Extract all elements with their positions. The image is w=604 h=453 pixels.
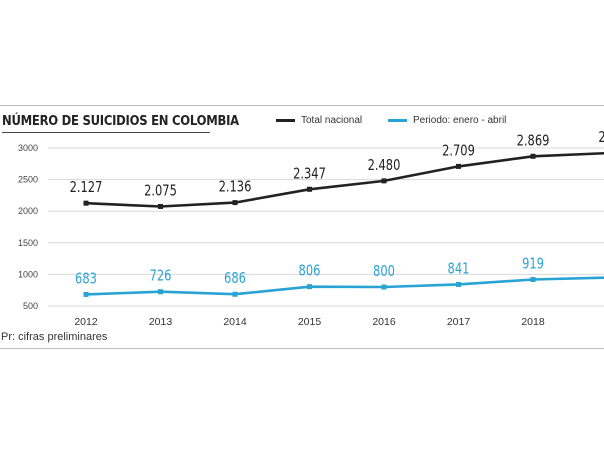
data-point — [158, 289, 163, 295]
data-label: 2.075 — [144, 183, 177, 200]
data-label: 2.347 — [293, 165, 326, 182]
chart-plot: 3000 2500 2000 1500 1000 500 2012 2013 2014 2015 2… — [18, 129, 604, 328]
data-label: 800 — [373, 263, 395, 280]
legend-label-total: Total nacional — [301, 115, 363, 126]
data-point — [307, 186, 312, 192]
data-point — [83, 200, 89, 206]
x-tick-label: 2012 — [74, 316, 98, 328]
series-line-total — [84, 151, 604, 208]
legend-item-total: Total nacional — [276, 115, 362, 126]
data-point — [381, 284, 387, 290]
data-label: 919 — [522, 256, 544, 273]
legend-label-period: Periodo: enero - abril — [413, 115, 507, 126]
data-point — [530, 277, 536, 283]
x-tick-label: 2018 — [521, 316, 545, 328]
series-line-period — [84, 276, 604, 296]
data-label: 726 — [150, 268, 172, 285]
data-label: 2.136 — [219, 179, 252, 196]
data-label: 2.9 — [598, 129, 604, 146]
data-label: 841 — [448, 261, 470, 278]
data-label: 2.127 — [70, 179, 103, 196]
data-label: 686 — [224, 270, 246, 287]
data-point — [232, 291, 238, 297]
y-tick-label: 2000 — [18, 206, 38, 216]
y-tick-label: 2500 — [18, 175, 38, 185]
data-point — [530, 153, 536, 159]
chart-figure: NÚMERO DE SUICIDIOS EN COLOMBIA Total na… — [0, 105, 604, 349]
x-tick-label: 2014 — [223, 316, 247, 328]
y-tick-label: 3000 — [18, 143, 38, 153]
x-tick-label: 2013 — [149, 316, 173, 328]
data-point — [307, 284, 312, 290]
x-tick-label: 2016 — [372, 316, 396, 328]
y-tick-label: 500 — [23, 301, 38, 311]
data-label: 2.869 — [517, 132, 550, 149]
y-tick-label: 1000 — [18, 269, 38, 279]
y-tick-label: 1500 — [18, 238, 38, 248]
footnote: Pr: cifras preliminares — [1, 331, 108, 343]
data-label: 2.709 — [442, 142, 475, 159]
data-point — [158, 203, 163, 209]
legend-item-period: Periodo: enero - abril — [388, 115, 506, 126]
data-point — [456, 163, 461, 169]
legend-swatch-total — [276, 119, 295, 122]
title-underline — [2, 132, 210, 133]
data-point — [83, 291, 89, 297]
data-point — [456, 281, 461, 287]
legend-swatch-period — [388, 119, 407, 122]
x-tick-label: 2017 — [447, 316, 471, 328]
data-label: 806 — [299, 263, 321, 280]
data-point — [232, 200, 238, 206]
x-tick-label: 2015 — [298, 316, 322, 328]
data-point — [381, 178, 387, 184]
chart-title: NÚMERO DE SUICIDIOS EN COLOMBIA — [2, 113, 239, 129]
data-label: 683 — [75, 271, 97, 288]
data-label: 2.480 — [368, 157, 401, 174]
